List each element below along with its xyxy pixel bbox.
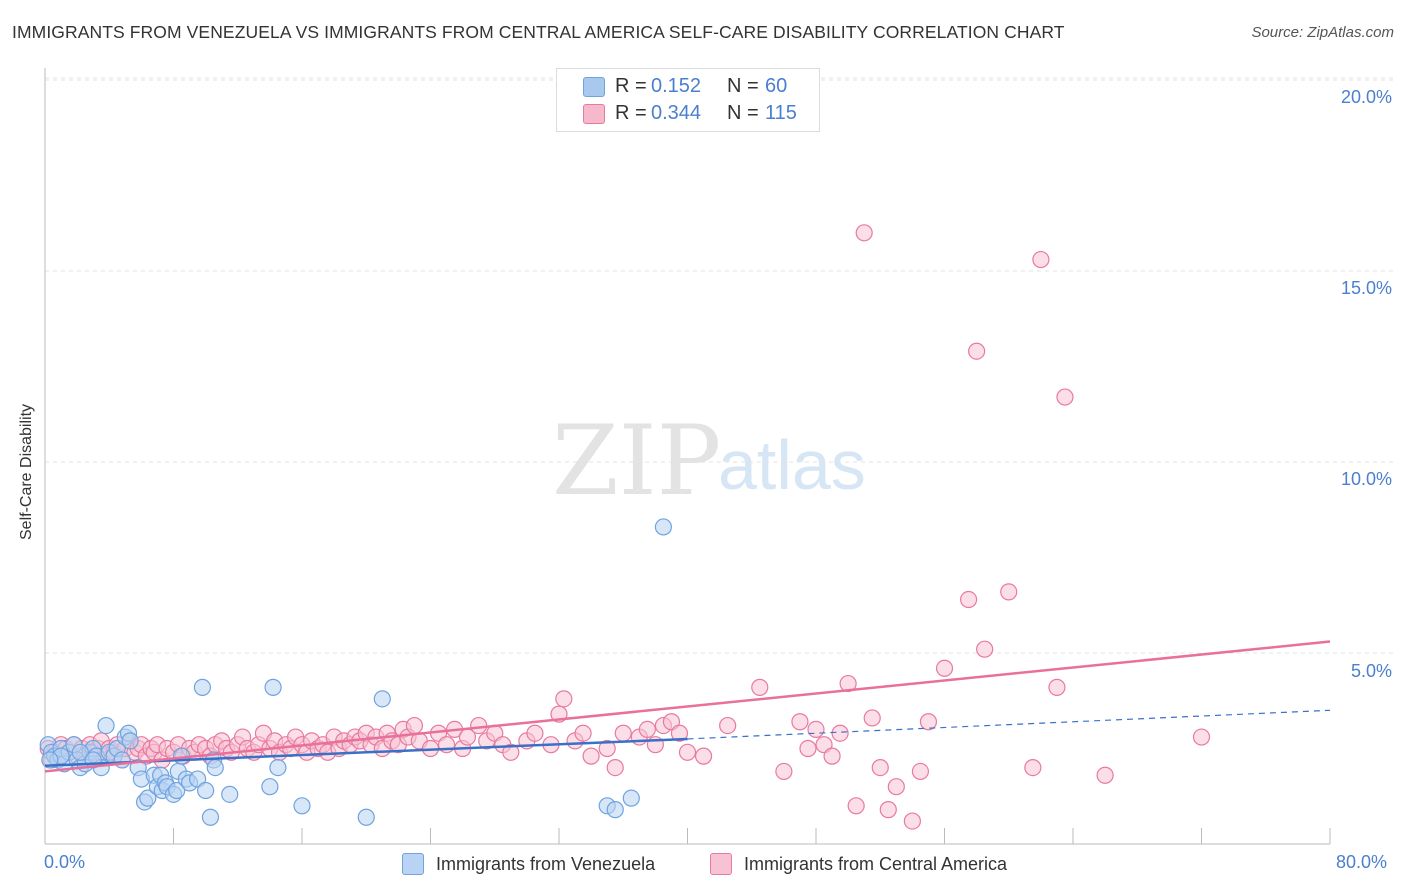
point-venezuela	[201, 808, 220, 826]
legend-label: Immigrants from Central America	[744, 853, 1008, 874]
legend-n-label: N =	[727, 102, 759, 124]
chart-title: IMMIGRANTS FROM VENEZUELA VS IMMIGRANTS …	[12, 22, 1065, 42]
source-label: Source: ZipAtlas.com	[1251, 24, 1394, 41]
point-central-america	[847, 797, 865, 815]
point-venezuela	[139, 789, 157, 807]
point-central-america	[502, 743, 520, 761]
legend-item-venezuela[interactable]: Immigrants from Venezuela	[402, 852, 655, 876]
legend-swatch-venezuela	[583, 77, 605, 97]
watermark-atlas: atlas	[718, 426, 866, 504]
legend-r-label: R =	[615, 75, 647, 97]
point-central-america	[526, 724, 544, 742]
x-tick-label: 0.0%	[44, 852, 86, 872]
trend-line-central-america	[44, 640, 1331, 773]
point-central-america	[555, 690, 573, 708]
x-tick-label: 80.0%	[1336, 852, 1388, 872]
point-central-america	[1024, 758, 1042, 777]
legend-n-label: N =	[727, 75, 759, 97]
point-venezuela	[41, 751, 59, 769]
point-central-america	[823, 747, 841, 765]
point-venezuela	[206, 758, 224, 777]
point-central-america	[855, 224, 873, 242]
point-central-america	[574, 724, 592, 742]
point-central-america	[1000, 583, 1018, 601]
point-central-america	[959, 590, 978, 609]
legend-n-value: 60	[765, 75, 788, 97]
point-central-america	[470, 716, 488, 735]
point-central-america	[976, 640, 994, 658]
point-central-america	[968, 342, 986, 360]
legend-swatch-central-america	[583, 104, 605, 124]
point-central-america	[1096, 766, 1114, 784]
point-central-america	[935, 659, 954, 677]
point-central-america	[670, 724, 689, 742]
legend-swatch-venezuela	[402, 853, 424, 875]
point-central-america	[1056, 388, 1074, 406]
point-central-america	[831, 724, 849, 742]
point-venezuela	[293, 797, 311, 815]
point-central-america	[598, 739, 616, 758]
point-venezuela	[113, 751, 131, 769]
point-central-america	[582, 747, 600, 765]
point-venezuela	[357, 808, 375, 826]
point-venezuela	[606, 801, 624, 819]
point-central-america	[775, 762, 793, 781]
legend-r-value: 0.344	[651, 102, 702, 124]
y-tick-label: 5.0%	[1350, 661, 1392, 681]
point-venezuela	[97, 716, 115, 735]
y-tick-label: 15.0%	[1340, 278, 1392, 298]
point-venezuela	[373, 690, 391, 708]
point-central-america	[1048, 678, 1066, 696]
point-central-america	[614, 724, 632, 742]
point-central-america	[903, 812, 921, 830]
point-venezuela	[269, 758, 287, 777]
y-tick-label: 20.0%	[1340, 87, 1392, 107]
point-central-america	[879, 801, 897, 819]
point-venezuela	[654, 518, 673, 536]
point-central-america	[1192, 728, 1211, 746]
point-central-america	[791, 713, 809, 731]
point-venezuela	[193, 678, 212, 696]
point-central-america	[719, 716, 737, 735]
point-central-america	[863, 709, 881, 727]
correlation-legend: R = 0.152 N = 60 R = 0.344 N = 115	[556, 68, 820, 132]
point-venezuela	[622, 789, 640, 807]
point-venezuela	[168, 781, 186, 800]
legend-n-value: 115	[765, 102, 797, 124]
point-central-america	[638, 720, 656, 739]
point-central-america	[694, 747, 713, 765]
legend-r-value: 0.152	[651, 75, 702, 97]
point-venezuela	[71, 743, 89, 761]
y-tick-label: 10.0%	[1340, 469, 1392, 489]
point-central-america	[887, 778, 905, 796]
legend-r-label: R =	[615, 102, 647, 124]
point-central-america	[871, 758, 889, 777]
point-venezuela	[264, 678, 282, 696]
point-central-america	[919, 713, 938, 731]
legend-label: Immigrants from Venezuela	[436, 853, 656, 874]
point-central-america	[807, 720, 825, 739]
watermark-zip: ZIP	[552, 405, 722, 517]
point-central-america	[678, 743, 697, 761]
point-central-america	[911, 762, 930, 781]
point-central-america	[839, 674, 857, 693]
legend-item-central-america[interactable]: Immigrants from Central America	[710, 852, 1007, 876]
point-venezuela	[197, 781, 215, 800]
trend-line-venezuela-extension	[687, 709, 1331, 740]
point-venezuela	[221, 785, 239, 803]
point-central-america	[1032, 250, 1050, 269]
point-venezuela	[261, 778, 279, 796]
point-central-america	[606, 758, 624, 777]
point-venezuela	[121, 732, 139, 750]
legend-swatch-central-america	[710, 853, 732, 875]
point-central-america	[405, 716, 424, 735]
point-central-america	[799, 739, 817, 758]
point-central-america	[751, 678, 769, 696]
